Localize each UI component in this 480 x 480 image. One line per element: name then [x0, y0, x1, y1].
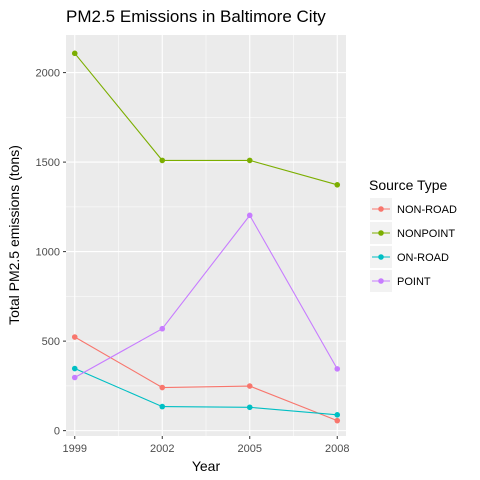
data-point-non-road	[334, 417, 341, 424]
x-axis: 1999 2002 2005 2008	[63, 436, 349, 455]
y-tick-label: 2000	[36, 68, 60, 80]
data-point-point	[246, 212, 253, 219]
x-tick-label: 2002	[150, 443, 174, 455]
x-tick-label: 2005	[238, 443, 262, 455]
x-axis-title: Year	[192, 458, 221, 474]
legend-key-point	[378, 230, 384, 236]
data-point-non-road	[71, 334, 78, 340]
data-point-nonpoint	[246, 157, 253, 164]
y-axis-title: Total PM2.5 emissions (tons)	[6, 145, 22, 325]
legend-item-nonpoint: NONPOINT	[370, 222, 455, 244]
y-axis: 0 500 1000 1500 2000	[36, 68, 66, 438]
legend-item-on-road: ON-ROAD	[370, 246, 449, 268]
legend-key-point	[378, 206, 384, 212]
legend-label: POINT	[397, 276, 431, 288]
series-layer	[71, 50, 341, 424]
legend-item-point: POINT	[370, 270, 431, 292]
legend-label: ON-ROAD	[397, 252, 449, 264]
series-line-point	[74, 214, 338, 378]
data-point-nonpoint	[159, 157, 166, 164]
y-tick-label: 0	[54, 426, 60, 438]
data-point-point	[71, 374, 78, 381]
legend-item-non-road: NON-ROAD	[370, 198, 457, 220]
series-line-non-road	[74, 336, 338, 422]
x-tick-label: 2008	[325, 443, 349, 455]
data-point-point	[159, 325, 166, 332]
series-on-road	[71, 365, 341, 418]
legend-title: Source Type	[369, 177, 448, 193]
data-point-point	[334, 366, 341, 372]
legend-key-point	[378, 254, 384, 260]
series-line-on-road	[74, 368, 338, 416]
legend-label: NONPOINT	[397, 228, 455, 240]
legend-label: NON-ROAD	[397, 204, 457, 216]
data-point-on-road	[71, 365, 78, 372]
y-tick-label: 1500	[36, 157, 60, 169]
series-line-nonpoint	[74, 52, 338, 186]
series-non-road	[71, 334, 341, 424]
data-point-on-road	[159, 403, 166, 410]
data-point-on-road	[334, 412, 341, 418]
chart-title: PM2.5 Emissions in Baltimore City	[66, 7, 326, 26]
minor-gridlines	[66, 35, 346, 436]
data-point-nonpoint	[71, 50, 78, 57]
x-tick-label: 1999	[63, 443, 87, 455]
y-tick-label: 1000	[36, 247, 60, 259]
legend-key-point	[378, 278, 384, 284]
series-nonpoint	[71, 50, 341, 188]
series-point	[71, 212, 341, 381]
legend: Source Type NON-ROAD NONPOINT ON-ROAD POINT	[369, 177, 457, 292]
data-point-non-road	[246, 383, 253, 389]
data-point-non-road	[159, 384, 166, 391]
data-point-on-road	[246, 404, 253, 411]
y-tick-label: 500	[42, 336, 60, 348]
data-point-nonpoint	[334, 182, 341, 188]
